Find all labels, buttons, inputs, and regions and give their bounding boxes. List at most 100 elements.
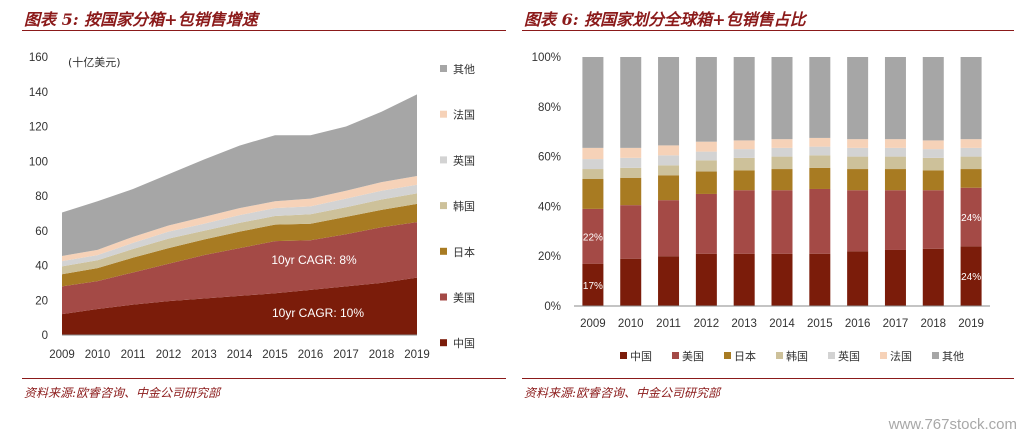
area-series-法国	[62, 176, 417, 262]
left-chart-title: 图表 5: 按国家分箱+包销售增速	[24, 10, 258, 29]
right-legend-label-韩国: 韩国	[786, 349, 808, 363]
bar-segment-中国-2015	[809, 253, 831, 306]
bar-segment-中国-2012	[695, 253, 717, 306]
bar-segment-英国-2018	[922, 149, 944, 158]
left-y-tick-label: 140	[29, 87, 48, 99]
left-source-rule	[22, 378, 506, 379]
bar-segment-日本-2016	[847, 169, 869, 191]
bar-segment-法国-2012	[695, 141, 717, 152]
right-x-tick-label: 2019	[958, 318, 984, 330]
right-chart-title: 图表 6: 按国家划分全球箱+包销售占比	[524, 10, 806, 29]
left-x-tick-label: 2009	[49, 349, 75, 361]
bar-segment-韩国-2009	[582, 169, 604, 180]
bar-segment-韩国-2011	[658, 165, 680, 176]
left-legend-swatch-韩国	[440, 202, 447, 210]
bar-segment-其他-2017	[884, 57, 906, 140]
cagr-annotation-china: 10yr CAGR: 10%	[272, 306, 364, 320]
left-legend-swatch-日本	[440, 247, 447, 255]
bar-segment-美国-2014	[771, 190, 793, 254]
bar-segment-其他-2010	[620, 57, 642, 148]
bar-segment-中国-2013	[733, 253, 755, 306]
left-legend-swatch-其他	[440, 65, 447, 72]
bar-segment-韩国-2013	[733, 157, 755, 171]
right-legend-swatch-美国	[672, 352, 679, 359]
bar-segment-美国-2011	[658, 200, 680, 257]
bar-segment-法国-2010	[620, 147, 642, 158]
left-unit-label: (十亿美元)	[68, 55, 121, 69]
right-source-rule	[522, 378, 1014, 379]
bar-segment-英国-2019	[960, 147, 982, 157]
bar-segment-中国-2011	[658, 256, 680, 306]
bar-segment-韩国-2017	[884, 156, 906, 170]
right-legend-swatch-法国	[880, 352, 887, 359]
right-y-tick-label: 40%	[538, 201, 561, 213]
bar-segment-其他-2013	[733, 57, 755, 141]
left-legend-swatch-中国	[440, 339, 447, 347]
bar-segment-法国-2019	[960, 139, 982, 148]
right-x-tick-label: 2017	[883, 318, 909, 330]
right-legend-label-日本: 日本	[734, 349, 756, 363]
bar-segment-英国-2012	[695, 151, 717, 161]
left-x-tick-label: 2019	[404, 349, 430, 361]
bar-segment-法国-2015	[809, 137, 831, 147]
left-x-tick-label: 2012	[156, 349, 182, 361]
left-x-tick-label: 2013	[191, 349, 217, 361]
bar-segment-中国-2010	[620, 258, 642, 306]
bar-segment-中国-2014	[771, 253, 793, 306]
left-x-tick-label: 2018	[369, 349, 395, 361]
bar-segment-中国-2018	[922, 248, 944, 306]
left-x-tick-label: 2016	[298, 349, 324, 361]
right-x-tick-label: 2011	[656, 318, 681, 330]
bar-data-label: 24%	[961, 272, 981, 283]
bar-segment-韩国-2019	[960, 156, 982, 170]
left-legend-label-日本: 日本	[453, 245, 475, 259]
bar-segment-中国-2016	[847, 251, 869, 306]
left-y-tick-label: 160	[29, 52, 48, 64]
bar-segment-法国-2017	[884, 139, 906, 148]
bar-segment-韩国-2014	[771, 156, 793, 170]
bar-segment-其他-2015	[809, 57, 831, 138]
left-legend-swatch-英国	[440, 156, 447, 164]
area-series-美国	[62, 222, 417, 315]
right-legend-label-其他: 其他	[942, 350, 964, 363]
bar-segment-日本-2019	[960, 169, 982, 188]
area-series-韩国	[62, 193, 417, 275]
right-y-tick-label: 0%	[544, 301, 561, 313]
bar-segment-美国-2012	[695, 193, 717, 254]
left-y-tick-label: 80	[35, 191, 48, 203]
right-legend-swatch-英国	[828, 352, 835, 359]
bar-data-label: 17%	[583, 281, 603, 292]
bar-segment-英国-2011	[658, 155, 680, 166]
left-x-tick-label: 2014	[227, 349, 253, 361]
right-x-tick-label: 2010	[618, 318, 644, 330]
right-x-tick-label: 2015	[807, 318, 833, 330]
right-x-tick-label: 2013	[731, 318, 757, 330]
bar-segment-英国-2014	[771, 147, 793, 157]
bar-segment-法国-2009	[582, 147, 604, 160]
area-series-其他	[62, 94, 417, 256]
bar-segment-日本-2018	[922, 170, 944, 191]
right-legend-label-英国: 英国	[838, 349, 860, 363]
bar-segment-日本-2010	[620, 177, 642, 206]
right-legend-swatch-中国	[620, 352, 627, 359]
left-source-note: 资料来源:欧睿咨询、中金公司研究部	[24, 386, 221, 400]
watermark: www.767stock.com	[888, 416, 1017, 433]
bar-segment-韩国-2016	[847, 156, 869, 170]
bar-segment-美国-2017	[884, 190, 906, 250]
right-legend-swatch-韩国	[776, 352, 783, 359]
bar-segment-其他-2014	[771, 57, 793, 140]
bar-segment-法国-2014	[771, 139, 793, 148]
bar-segment-其他-2018	[922, 57, 944, 141]
bar-segment-美国-2019	[960, 187, 982, 247]
right-legend-label-法国: 法国	[890, 349, 912, 363]
bar-segment-英国-2015	[809, 146, 831, 156]
right-legend-swatch-日本	[724, 352, 731, 359]
left-title-rule	[22, 30, 506, 31]
bar-segment-其他-2011	[658, 57, 680, 146]
left-y-tick-label: 100	[29, 156, 48, 168]
right-y-tick-label: 100%	[532, 52, 561, 64]
bar-segment-其他-2019	[960, 57, 982, 140]
left-x-tick-label: 2015	[262, 349, 288, 361]
bar-segment-英国-2016	[847, 147, 869, 157]
